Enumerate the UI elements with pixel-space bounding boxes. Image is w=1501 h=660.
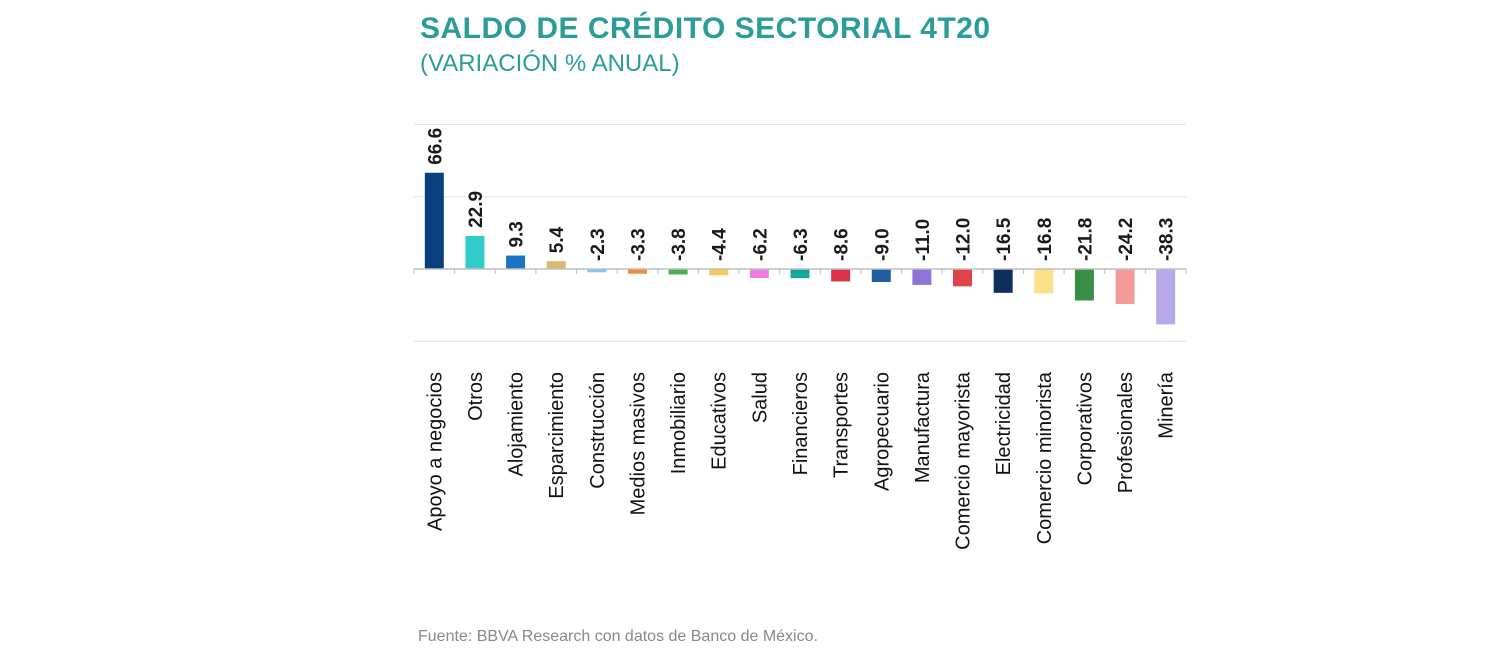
category-label: Corporativos	[1074, 372, 1096, 485]
category-label: Educativos	[709, 372, 731, 470]
value-label: -9.0	[872, 228, 893, 261]
bar-15	[993, 269, 1013, 293]
value-label: -21.8	[1075, 218, 1096, 261]
bar-2	[465, 235, 485, 269]
category-label: Financieros	[790, 372, 812, 475]
value-label: -3.8	[669, 228, 690, 261]
value-label: -11.0	[913, 219, 934, 261]
bar-16	[1034, 269, 1054, 294]
category-label: Transportes	[831, 372, 853, 478]
value-label: 22.9	[466, 191, 487, 228]
chart-subtitle: (VARIACIÓN % ANUAL)	[420, 50, 680, 77]
category-label: Inmobiliario	[668, 372, 690, 474]
category-label: Esparcimiento	[546, 372, 568, 499]
category-label: Profesionales	[1115, 372, 1137, 493]
value-label: -3.3	[628, 228, 649, 261]
chart-title: SALDO DE CRÉDITO SECTORIAL 4T20	[420, 12, 991, 45]
value-label: -24.2	[1116, 218, 1137, 261]
bar-17	[1074, 269, 1094, 301]
category-label: Agropecuario	[871, 372, 893, 491]
category-label: Otros	[465, 372, 487, 421]
bar-14	[953, 269, 973, 287]
value-label: -16.5	[994, 217, 1015, 261]
value-label: -6.3	[791, 228, 812, 261]
bar-5	[587, 269, 607, 273]
bar-19	[1156, 269, 1176, 325]
category-label: Alojamiento	[506, 372, 528, 477]
category-label: Comercio mayorista	[953, 371, 975, 550]
category-label: Salud	[749, 372, 771, 423]
value-label: -12.0	[954, 218, 975, 261]
value-label: -4.4	[710, 228, 731, 261]
bar-8	[709, 269, 729, 276]
bar-1	[424, 172, 444, 269]
value-label: 66.6	[425, 128, 446, 165]
value-label: -16.8	[1035, 218, 1056, 261]
category-label: Electricidad	[993, 372, 1015, 475]
value-label: 5.4	[547, 226, 568, 253]
bar-18	[1115, 269, 1135, 304]
bar-7	[668, 269, 688, 275]
bar-10	[790, 269, 810, 279]
bar-12	[871, 269, 891, 283]
bar-13	[912, 269, 932, 285]
source-note: Fuente: BBVA Research con datos de Banco…	[418, 628, 818, 645]
category-label: Minería	[1156, 371, 1178, 439]
category-label: Manufactura	[912, 371, 934, 483]
bar-9	[749, 269, 769, 278]
bar-11	[831, 269, 851, 282]
bar-6	[627, 269, 647, 274]
value-label: -6.2	[750, 228, 771, 261]
value-label: -2.3	[588, 228, 609, 261]
value-label: -38.3	[1157, 218, 1178, 261]
category-label: Apoyo a negocios	[424, 372, 446, 531]
bar-chart: 66.6 22.9 9.3 5.4 -2.3 -3.3 -3.8 -4.4 -6.2 -6.3 -8…	[413, 124, 1187, 550]
value-label: 9.3	[507, 221, 528, 247]
category-label: Construcción	[587, 372, 609, 489]
value-label: -8.6	[832, 228, 853, 261]
bar-3	[506, 255, 526, 269]
bar-4	[546, 261, 566, 269]
category-label: Medios masivos	[627, 372, 649, 515]
category-label: Comercio minorista	[1034, 371, 1056, 544]
